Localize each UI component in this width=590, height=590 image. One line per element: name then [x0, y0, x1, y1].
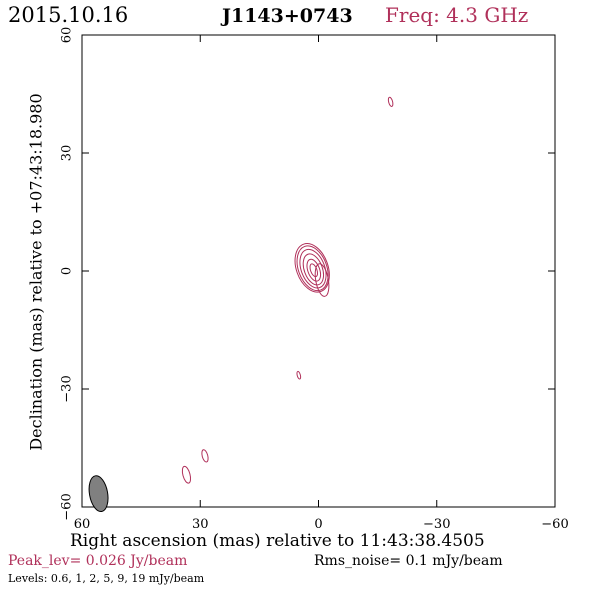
contour-line [306, 258, 322, 282]
axis-ticks [81, 34, 556, 508]
plot-frame [81, 34, 556, 508]
y-tick-label: 30 [59, 144, 75, 162]
contour-component-knot-north [387, 96, 394, 107]
plot-border [81, 34, 556, 508]
y-tick-label: −30 [59, 375, 75, 403]
contour-component-core [294, 243, 330, 293]
contour-line [299, 248, 327, 289]
restoring-beam [88, 475, 109, 513]
y-axis-label: Declination (mas) relative to +07:43:18.… [26, 93, 46, 451]
contour-line [387, 96, 394, 107]
x-tick-label: −30 [423, 517, 451, 532]
y-tick-label: −60 [59, 493, 75, 521]
beam-ellipse [88, 475, 109, 513]
contour-component-knot-south [296, 370, 302, 380]
contour-levels: Levels: 0.6, 1, 2, 5, 9, 19 mJy/beam [8, 572, 205, 585]
source-name: J1143+0743 [222, 5, 353, 27]
contour-line [309, 263, 319, 278]
observation-date: 2015.10.16 [8, 3, 129, 27]
peak-level: Peak_lev= 0.026 Jy/beam [8, 553, 188, 569]
x-tick-label: 30 [191, 517, 209, 532]
x-tick-label: −60 [541, 517, 569, 532]
contour-line [302, 253, 325, 286]
frequency-label: Freq: 4.3 GHz [385, 3, 529, 27]
contour-component-jet-extension [314, 263, 330, 297]
contour-line [314, 263, 330, 297]
contour-line [201, 449, 209, 463]
contour-component-knot-sw-2 [181, 465, 192, 484]
y-tick-label: 60 [59, 26, 75, 44]
contour-line [296, 370, 302, 380]
contour-line [181, 465, 192, 484]
contour-map [181, 96, 394, 484]
x-tick-label: 60 [73, 517, 91, 532]
contour-line [296, 245, 329, 292]
y-tick-label: 0 [59, 266, 75, 276]
x-axis-label: Right ascension (mas) relative to 11:43:… [70, 531, 485, 551]
x-tick-label: 0 [314, 517, 323, 532]
contour-line [294, 243, 330, 293]
contour-component-knot-sw-1 [201, 449, 209, 463]
rms-noise: Rms_noise= 0.1 mJy/beam [314, 553, 503, 569]
